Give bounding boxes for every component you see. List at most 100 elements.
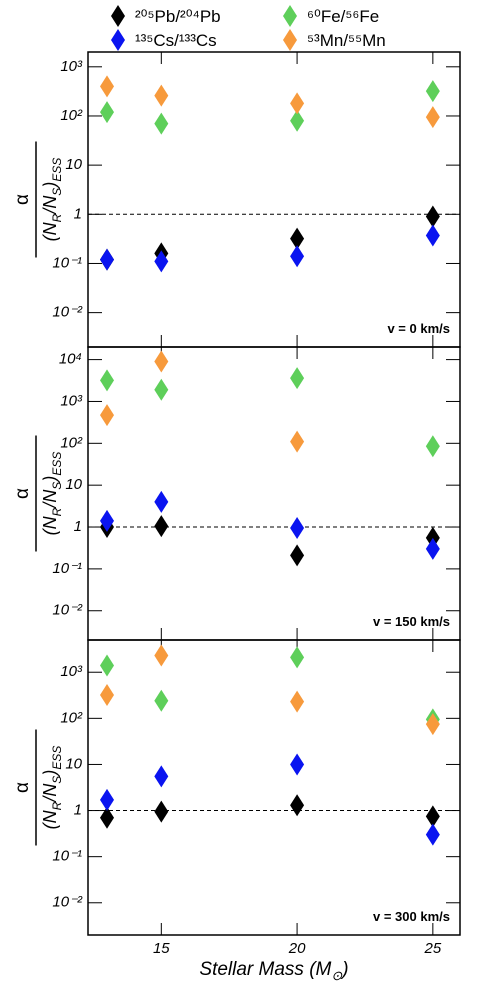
marker (154, 689, 169, 712)
marker (425, 435, 440, 458)
marker (290, 794, 305, 817)
marker (100, 684, 115, 707)
marker (425, 526, 440, 549)
y-tick-label: 10⁻² (52, 602, 83, 619)
marker (290, 753, 305, 776)
marker (290, 227, 305, 250)
y-label-part: ) (40, 476, 60, 484)
marker (100, 654, 115, 677)
marker (154, 515, 169, 538)
y-tick-label: 10⁴ (59, 351, 82, 368)
y-label-part: /N (40, 783, 60, 804)
y-tick-label: 10⁻² (52, 894, 83, 911)
legend-label: ¹³⁵Cs/¹³³Cs (135, 31, 217, 50)
x-tick-label: 20 (288, 940, 306, 957)
marker (154, 800, 169, 823)
y-label-part: (N (40, 221, 60, 241)
y-label-part: ) (40, 182, 60, 190)
annotation: v = 0 km/s (387, 321, 450, 336)
marker (290, 646, 305, 669)
marker (100, 509, 115, 532)
y-tick-label: 1 (74, 802, 82, 819)
marker (425, 537, 440, 560)
plot-frame (87, 51, 461, 348)
y-label-part: ESS (50, 158, 64, 182)
y-tick-label: 10⁻¹ (52, 254, 82, 271)
marker (154, 644, 169, 667)
marker (425, 106, 440, 129)
legend-marker (111, 29, 125, 51)
y-tick-label: 10² (60, 709, 83, 726)
marker (154, 112, 169, 135)
y-tick-label: 10⁻² (52, 304, 83, 321)
legend-marker (283, 29, 297, 51)
legend-marker (111, 5, 125, 27)
y-label-part: ESS (50, 746, 64, 770)
marker (290, 690, 305, 713)
y-label-part: ) (40, 770, 60, 778)
marker (100, 369, 115, 392)
x-tick-label: 15 (153, 940, 170, 957)
marker (425, 713, 440, 736)
x-label-part: ) (340, 959, 348, 980)
marker (100, 75, 115, 98)
y-label-part: S (50, 776, 64, 784)
marker (425, 80, 440, 103)
y-tick-label: 10² (60, 107, 83, 124)
y-label-denominator: (NR/NS)ESS (40, 158, 64, 242)
x-label-part: Stellar Mass (M (199, 959, 331, 980)
y-label-part: R (50, 213, 64, 222)
marker (425, 224, 440, 247)
x-axis-label: Stellar Mass (M⊙) (199, 959, 348, 983)
y-label-part: S (50, 188, 64, 196)
y-label-denominator: (NR/NS)ESS (40, 746, 64, 830)
marker (154, 250, 169, 273)
y-label-part: /N (40, 489, 60, 510)
marker (154, 378, 169, 401)
marker (100, 404, 115, 427)
marker (425, 823, 440, 846)
y-tick-label: 10³ (60, 58, 83, 75)
y-axis-label: α (NR/NS)ESS (12, 435, 64, 552)
y-label-part: ESS (50, 452, 64, 476)
y-tick-label: 10 (65, 156, 82, 173)
y-label-part: R (50, 507, 64, 516)
y-tick-label: 10 (65, 755, 82, 772)
y-label-numerator: α (12, 194, 33, 205)
y-tick-label: 10³ (60, 663, 83, 680)
marker (290, 245, 305, 268)
y-label-part: /N (40, 195, 60, 216)
y-axis-label: α (NR/NS)ESS (12, 141, 64, 258)
y-tick-label: 10 (65, 476, 82, 493)
y-axis-label: α (NR/NS)ESS (12, 729, 64, 846)
marker (154, 84, 169, 107)
marker (100, 248, 115, 271)
marker (290, 367, 305, 390)
legend-marker (283, 5, 297, 27)
marker (290, 109, 305, 132)
legend-label: ²⁰⁵Pb/²⁰⁴Pb (135, 7, 221, 26)
y-label-part: S (50, 482, 64, 490)
marker (290, 92, 305, 115)
marker (100, 788, 115, 811)
plot-frame (87, 346, 461, 641)
y-tick-label: 10² (60, 434, 83, 451)
annotation: v = 150 km/s (373, 614, 450, 629)
y-label-numerator: α (12, 782, 33, 793)
marker (290, 544, 305, 567)
x-label-part: ⊙ (331, 968, 342, 983)
y-tick-label: 10⁻¹ (52, 560, 82, 577)
marker (100, 101, 115, 124)
y-tick-label: 10⁻¹ (52, 848, 82, 865)
legend-label: ⁶⁰Fe/⁵⁶Fe (307, 7, 379, 26)
y-label-part: (N (40, 515, 60, 535)
marker (154, 350, 169, 373)
legend-label: ⁵³Mn/⁵⁵Mn (307, 31, 386, 50)
y-label-part: R (50, 801, 64, 810)
y-label-numerator: α (12, 488, 33, 499)
marker (425, 205, 440, 228)
x-tick-label: 25 (424, 940, 442, 957)
y-label-denominator: (NR/NS)ESS (40, 452, 64, 536)
marker (290, 516, 305, 539)
